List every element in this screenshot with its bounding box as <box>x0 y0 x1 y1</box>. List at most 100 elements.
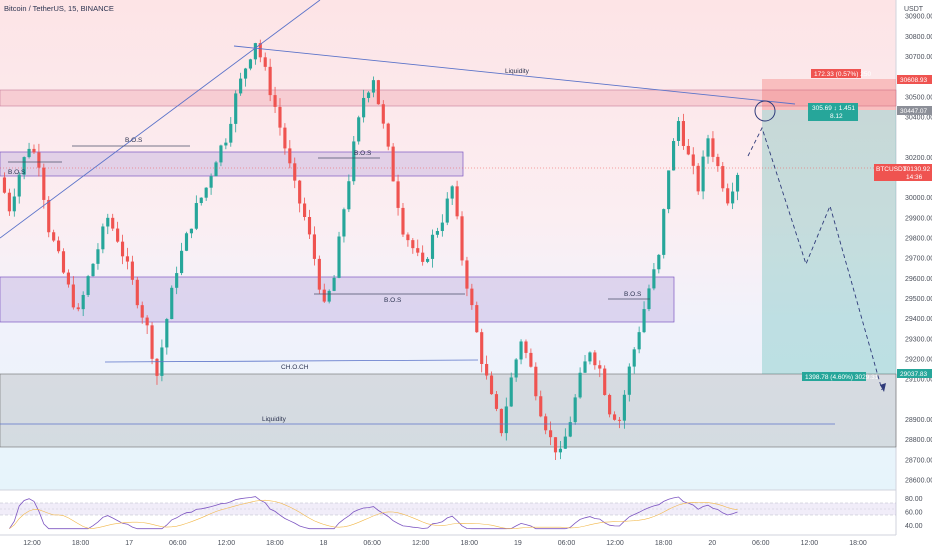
candle-body[interactable] <box>96 249 100 264</box>
candle-body[interactable] <box>317 258 321 290</box>
liquidity-trendline[interactable] <box>233 45 796 105</box>
candle-body[interactable] <box>711 138 715 157</box>
candle-body[interactable] <box>7 192 11 212</box>
candle-body[interactable] <box>106 217 110 227</box>
candle-body[interactable] <box>721 166 725 189</box>
candle-body[interactable] <box>588 352 592 362</box>
candle-body[interactable] <box>568 422 572 437</box>
candle-body[interactable] <box>47 199 51 233</box>
candle-body[interactable] <box>298 180 302 204</box>
candle-body[interactable] <box>583 361 587 373</box>
candle-body[interactable] <box>426 258 430 262</box>
candle-body[interactable] <box>667 170 671 210</box>
candle-body[interactable] <box>681 121 685 146</box>
candle-body[interactable] <box>209 176 213 188</box>
candle-body[interactable] <box>735 174 740 192</box>
candle-body[interactable] <box>101 226 105 250</box>
candle-body[interactable] <box>283 127 287 149</box>
candle-body[interactable] <box>170 287 174 320</box>
candle-body[interactable] <box>253 43 257 60</box>
candle-body[interactable] <box>61 251 66 273</box>
bos-zone-mid[interactable] <box>0 151 464 177</box>
candle-body[interactable] <box>608 394 612 415</box>
candle-body[interactable] <box>2 177 7 193</box>
candle-body[interactable] <box>155 358 159 376</box>
candle-body[interactable] <box>42 167 46 200</box>
candle-body[interactable] <box>642 309 646 333</box>
candle-body[interactable] <box>229 123 233 143</box>
candle-body[interactable] <box>352 141 356 182</box>
candle-body[interactable] <box>57 240 61 252</box>
candle-body[interactable] <box>116 228 120 242</box>
candle-body[interactable] <box>701 156 705 192</box>
entry-circle[interactable] <box>754 100 776 122</box>
candle-body[interactable] <box>539 396 543 417</box>
candle-body[interactable] <box>519 341 523 360</box>
candle-body[interactable] <box>268 66 272 96</box>
candle-body[interactable] <box>214 162 218 177</box>
candle-body[interactable] <box>672 141 676 171</box>
take-profit-area[interactable] <box>762 110 896 374</box>
candle-body[interactable] <box>204 187 208 198</box>
candle-body[interactable] <box>135 279 139 306</box>
candle-body[interactable] <box>514 359 518 378</box>
candle-body[interactable] <box>194 203 198 229</box>
candle-body[interactable] <box>470 288 474 306</box>
candle-body[interactable] <box>273 95 277 107</box>
candle-body[interactable] <box>460 216 464 261</box>
candle-body[interactable] <box>485 363 489 376</box>
candle-body[interactable] <box>524 341 528 353</box>
demand-zone-low[interactable] <box>0 373 897 448</box>
candle-body[interactable] <box>598 365 602 369</box>
candle-body[interactable] <box>239 78 243 94</box>
candle-body[interactable] <box>219 145 223 163</box>
candle-body[interactable] <box>504 406 508 434</box>
candle-body[interactable] <box>371 80 376 93</box>
candle-body[interactable] <box>17 174 21 197</box>
candle-body[interactable] <box>676 121 681 142</box>
candle-body[interactable] <box>327 290 331 302</box>
candle-body[interactable] <box>637 332 641 350</box>
candle-body[interactable] <box>706 138 710 157</box>
candle-body[interactable] <box>544 416 548 431</box>
candle-body[interactable] <box>696 165 700 192</box>
candle-body[interactable] <box>652 269 656 289</box>
demand-zone-mid[interactable] <box>0 276 675 323</box>
candle-body[interactable] <box>303 203 307 218</box>
candle-body[interactable] <box>27 148 31 158</box>
candle-body[interactable] <box>386 123 390 147</box>
candle-body[interactable] <box>411 240 415 249</box>
candle-body[interactable] <box>686 145 690 155</box>
candle-body[interactable] <box>445 198 449 223</box>
candle-body[interactable] <box>430 234 435 259</box>
candle-body[interactable] <box>563 436 567 449</box>
candle-body[interactable] <box>234 93 238 124</box>
candle-body[interactable] <box>450 186 454 199</box>
candle-body[interactable] <box>91 263 95 277</box>
candle-body[interactable] <box>401 207 405 235</box>
candle-body[interactable] <box>529 352 533 367</box>
candle-body[interactable] <box>312 234 316 259</box>
candle-body[interactable] <box>553 437 558 453</box>
candle-body[interactable] <box>76 307 80 310</box>
candle-body[interactable] <box>165 319 169 348</box>
candle-body[interactable] <box>224 142 228 146</box>
candle-body[interactable] <box>617 419 622 421</box>
candle-body[interactable] <box>549 430 553 438</box>
candle-body[interactable] <box>657 254 661 270</box>
short-position-tool[interactable] <box>762 79 896 374</box>
candle-body[interactable] <box>322 289 326 302</box>
candle-body[interactable] <box>278 106 282 128</box>
candle-body[interactable] <box>337 236 341 278</box>
candle-body[interactable] <box>627 366 631 395</box>
candle-body[interactable] <box>293 163 297 181</box>
candle-body[interactable] <box>716 156 720 167</box>
candle-body[interactable] <box>145 317 149 326</box>
candle-body[interactable] <box>111 217 115 229</box>
candle-body[interactable] <box>396 181 400 208</box>
candle-body[interactable] <box>22 157 26 175</box>
candle-body[interactable] <box>416 248 420 253</box>
candle-body[interactable] <box>125 256 130 262</box>
candle-body[interactable] <box>421 252 425 262</box>
candle-body[interactable] <box>189 228 193 234</box>
